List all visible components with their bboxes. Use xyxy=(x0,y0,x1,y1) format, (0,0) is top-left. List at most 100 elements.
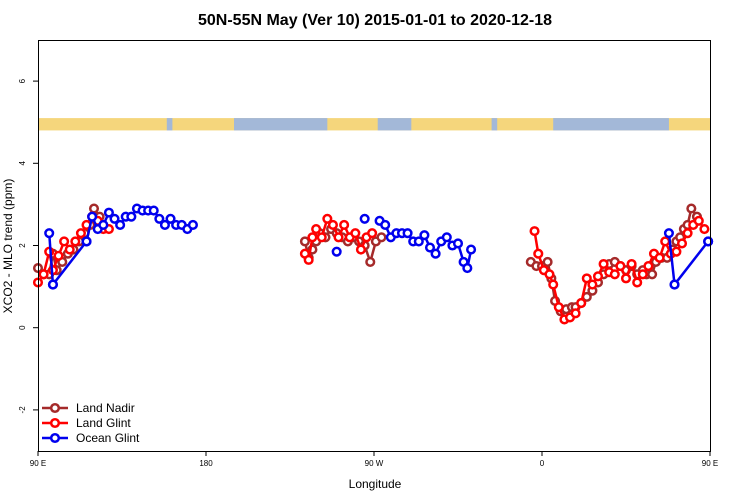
data-point xyxy=(126,211,137,222)
data-point xyxy=(424,242,436,253)
data-point xyxy=(570,308,581,319)
data-point xyxy=(609,269,620,280)
data-point xyxy=(307,232,318,243)
data-point xyxy=(59,236,70,247)
data-point xyxy=(75,228,86,239)
data-point xyxy=(376,232,387,243)
y-tick-label: -2 xyxy=(18,406,27,414)
legend-item: Ocean Glint xyxy=(42,431,140,445)
x-tick-label: 90 E xyxy=(30,459,46,468)
x-tick-label: 180 xyxy=(199,459,213,468)
ocean-strip-segment xyxy=(491,118,498,131)
data-point xyxy=(544,269,555,280)
x-axis: 90 E 180 90 W 0 90 E xyxy=(30,451,718,468)
data-point xyxy=(64,244,75,255)
data-point xyxy=(333,232,344,243)
data-point xyxy=(70,236,81,247)
land-ocean-strip xyxy=(38,118,710,131)
data-point xyxy=(669,279,680,290)
data-point xyxy=(316,232,327,243)
data-point xyxy=(419,230,430,241)
data-point xyxy=(87,211,98,222)
legend-label: Land Nadir xyxy=(76,401,135,415)
data-point xyxy=(676,238,688,249)
data-point xyxy=(103,207,114,218)
data-point xyxy=(581,273,592,284)
data-point xyxy=(109,213,120,224)
legend-marker xyxy=(49,417,61,429)
data-point xyxy=(154,213,165,224)
x-axis-label: Longitude xyxy=(349,477,402,491)
y-axis: -2 0 2 4 6 xyxy=(18,78,38,413)
series-land-glint xyxy=(32,211,710,325)
data-point xyxy=(693,215,704,226)
data-point xyxy=(663,228,674,239)
data-point xyxy=(327,219,338,230)
data-point xyxy=(598,258,609,270)
data-point xyxy=(620,273,632,284)
data-point xyxy=(148,205,159,216)
y-tick-label: 4 xyxy=(18,161,27,166)
y-tick-label: 6 xyxy=(18,78,27,83)
data-point xyxy=(311,224,322,235)
data-point xyxy=(115,219,126,230)
ocean-strip-segment xyxy=(166,118,173,131)
ocean-strip-segment xyxy=(553,118,669,131)
data-point xyxy=(682,228,693,239)
y-tick-label: 2 xyxy=(18,243,27,248)
data-point xyxy=(533,248,544,259)
data-point xyxy=(159,219,170,230)
series-line xyxy=(667,233,676,285)
series-ocean-glint xyxy=(44,203,714,290)
data-point xyxy=(322,213,333,224)
x-tick-label: 0 xyxy=(540,459,545,468)
data-point xyxy=(367,228,378,239)
x-tick-label: 90 E xyxy=(702,459,718,468)
series-line xyxy=(673,240,710,286)
data-point xyxy=(626,258,637,270)
data-point xyxy=(88,203,100,214)
data-point xyxy=(647,269,658,280)
data-point xyxy=(671,246,682,257)
data-point xyxy=(592,271,604,282)
data-point xyxy=(187,219,198,230)
legend-marker xyxy=(49,402,61,414)
data-point xyxy=(615,261,626,272)
ocean-strip-segment xyxy=(377,118,412,131)
data-point xyxy=(81,236,92,247)
y-tick-label: 0 xyxy=(18,325,27,330)
legend-label: Ocean Glint xyxy=(76,431,140,445)
legend-label: Land Glint xyxy=(76,416,131,430)
data-point xyxy=(576,297,587,309)
data-point xyxy=(466,244,477,255)
data-point xyxy=(165,213,176,224)
data-point xyxy=(643,261,654,272)
data-point xyxy=(654,252,665,263)
data-point xyxy=(660,236,671,247)
data-point xyxy=(303,254,314,265)
data-point xyxy=(365,256,376,267)
series-line xyxy=(47,233,55,285)
data-point xyxy=(47,279,58,290)
data-point xyxy=(462,263,473,274)
chart-title: 50N-55N May (Ver 10) 2015-01-01 to 2020-… xyxy=(198,12,552,29)
land-strip xyxy=(38,118,710,131)
data-point xyxy=(350,228,361,239)
legend-marker xyxy=(49,432,61,444)
data-point xyxy=(637,269,648,280)
data-point xyxy=(38,269,49,280)
data-point xyxy=(699,224,710,235)
data-point xyxy=(686,203,697,214)
data-point xyxy=(632,277,643,288)
data-point xyxy=(44,228,55,239)
data-point xyxy=(413,236,424,247)
data-point xyxy=(452,238,464,249)
data-point xyxy=(331,246,342,257)
legend-item: Land Nadir xyxy=(42,401,135,415)
data-point xyxy=(441,232,452,243)
data-point xyxy=(98,219,109,230)
series-layer xyxy=(32,203,714,325)
data-point xyxy=(542,256,553,267)
